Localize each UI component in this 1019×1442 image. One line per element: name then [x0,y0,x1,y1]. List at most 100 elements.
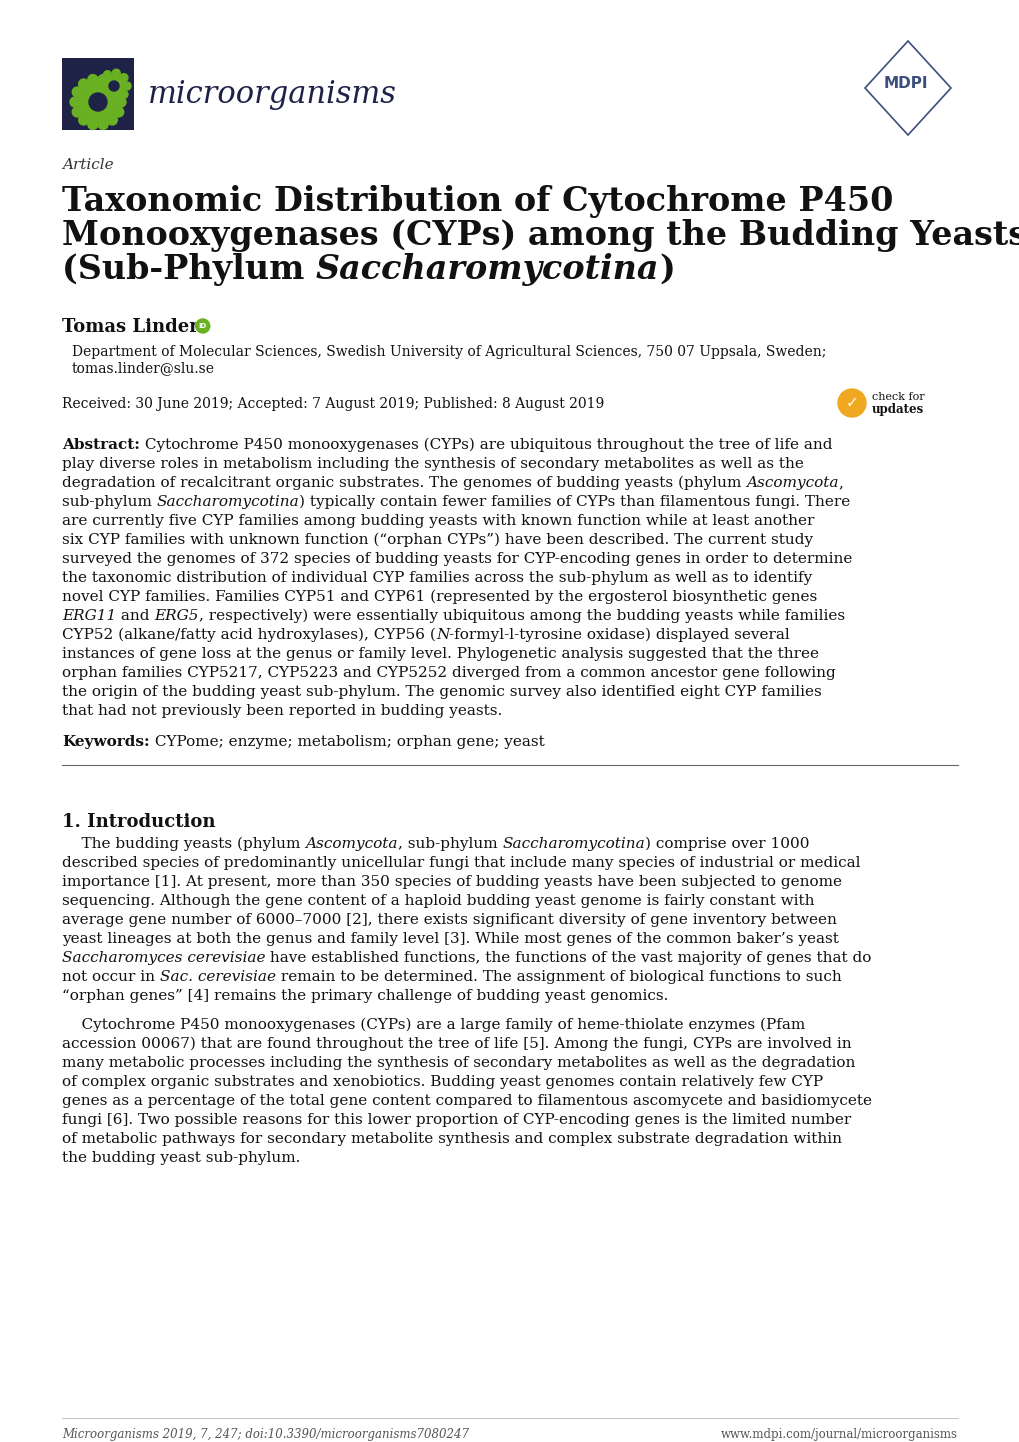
Circle shape [98,87,106,94]
Text: Keywords:: Keywords: [62,735,150,748]
Text: www.mdpi.com/journal/microorganisms: www.mdpi.com/journal/microorganisms [720,1428,957,1441]
Text: have established functions, the functions of the vast majority of genes that do: have established functions, the function… [265,952,871,965]
Text: ): ) [659,252,675,286]
Circle shape [107,115,117,125]
Text: play diverse roles in metabolism including the synthesis of secondary metabolite: play diverse roles in metabolism includi… [62,457,803,472]
Text: novel CYP families. Families CYP51 and CYP61 (represented by the ergosterol bios: novel CYP families. Families CYP51 and C… [62,590,816,604]
Text: Saccharomycotina: Saccharomycotina [157,495,300,509]
Text: ) comprise over 1000: ) comprise over 1000 [644,836,809,851]
Circle shape [78,84,117,121]
Text: that had not previously been reported in budding yeasts.: that had not previously been reported in… [62,704,501,718]
Circle shape [116,97,126,107]
Text: Sac. cerevisiae: Sac. cerevisiae [160,970,275,983]
Text: instances of gene loss at the genus or family level. Phylogenetic analysis sugge: instances of gene loss at the genus or f… [62,647,818,660]
Text: Cytochrome P450 monooxygenases (CYPs) are ubiquitous throughout the tree of life: Cytochrome P450 monooxygenases (CYPs) ar… [140,438,832,453]
Circle shape [113,107,123,117]
Text: surveyed the genomes of 372 species of budding yeasts for CYP-encoding genes in : surveyed the genomes of 372 species of b… [62,552,852,567]
Circle shape [72,107,83,117]
Circle shape [103,71,111,79]
Text: microorganisms: microorganisms [148,78,396,110]
Text: Tomas Linder: Tomas Linder [62,319,199,336]
Text: Saccharomycotina: Saccharomycotina [501,836,644,851]
Text: described species of predominantly unicellular fungi that include many species o: described species of predominantly unice… [62,857,860,870]
Text: ✓: ✓ [845,395,858,411]
Text: Abstract:: Abstract: [62,438,140,451]
Circle shape [107,79,117,89]
Text: Saccharomycotina: Saccharomycotina [316,252,659,286]
Circle shape [98,78,106,85]
Text: genes as a percentage of the total gene content compared to filamentous ascomyce: genes as a percentage of the total gene … [62,1094,871,1107]
Text: sequencing. Although the gene content of a haploid budding yeast genome is fairl: sequencing. Although the gene content of… [62,894,814,908]
Text: the budding yeast sub-phylum.: the budding yeast sub-phylum. [62,1151,300,1165]
Text: Tomas Linder: Tomas Linder [62,319,199,336]
Circle shape [78,115,89,125]
Circle shape [89,92,107,111]
Circle shape [838,389,865,417]
Text: “orphan genes” [4] remains the primary challenge of budding yeast genomics.: “orphan genes” [4] remains the primary c… [62,989,667,1004]
Text: -formyl-l-tyrosine oxidase) displayed several: -formyl-l-tyrosine oxidase) displayed se… [448,629,790,642]
Circle shape [196,319,210,333]
Text: Received: 30 June 2019; Accepted: 7 August 2019; Published: 8 August 2019: Received: 30 June 2019; Accepted: 7 Augu… [62,397,603,411]
Text: remain to be determined. The assignment of biological functions to such: remain to be determined. The assignment … [275,970,841,983]
Circle shape [78,79,89,89]
Text: iD: iD [199,323,207,329]
Text: CYP52 (alkane/fatty acid hydroxylases), CYP56 (: CYP52 (alkane/fatty acid hydroxylases), … [62,629,435,642]
Text: are currently five CYP families among budding yeasts with known function while a: are currently five CYP families among bu… [62,513,813,528]
Text: tomas.linder@slu.se: tomas.linder@slu.se [72,360,215,375]
Text: MDPI: MDPI [882,76,927,91]
Text: , respectively) were essentially ubiquitous among the budding yeasts while famil: , respectively) were essentially ubiquit… [199,609,845,623]
Text: the taxonomic distribution of individual CYP families across the sub-phylum as w: the taxonomic distribution of individual… [62,571,811,585]
Circle shape [112,69,120,78]
Circle shape [123,82,130,89]
Text: , sub-phylum: , sub-phylum [397,836,501,851]
Text: degradation of recalcitrant organic substrates. The genomes of budding yeasts (p: degradation of recalcitrant organic subs… [62,476,746,490]
Text: importance [1]. At present, more than 350 species of budding yeasts have been su: importance [1]. At present, more than 35… [62,875,841,890]
Circle shape [120,74,127,82]
Text: ERG11: ERG11 [62,609,116,623]
Circle shape [109,81,119,91]
Text: The budding yeasts (phylum: The budding yeasts (phylum [62,836,305,851]
Circle shape [112,95,120,102]
Text: sub-phylum: sub-phylum [62,495,157,509]
Text: Microorganisms 2019, 7, 247; doi:10.3390/microorganisms7080247: Microorganisms 2019, 7, 247; doi:10.3390… [62,1428,469,1441]
Circle shape [98,75,108,85]
Text: of metabolic pathways for secondary metabolite synthesis and complex substrate d: of metabolic pathways for secondary meta… [62,1132,841,1146]
Text: fungi [6]. Two possible reasons for this lower proportion of CYP-encoding genes : fungi [6]. Two possible reasons for this… [62,1113,851,1128]
Circle shape [120,91,127,98]
Text: and: and [116,609,155,623]
Text: 1. Introduction: 1. Introduction [62,813,215,831]
Text: orphan families CYP5217, CYP5223 and CYP5252 diverged from a common ancestor gen: orphan families CYP5217, CYP5223 and CYP… [62,666,835,681]
Text: many metabolic processes including the synthesis of secondary metabolites as wel: many metabolic processes including the s… [62,1056,855,1070]
Circle shape [104,76,124,97]
Text: accession 00067) that are found throughout the tree of life [5]. Among the fungi: accession 00067) that are found througho… [62,1037,851,1051]
Text: (Sub-Phylum: (Sub-Phylum [62,252,316,286]
Text: ) typically contain fewer families of CYPs than filamentous fungi. There: ) typically contain fewer families of CY… [300,495,850,509]
Text: ERG5: ERG5 [155,609,199,623]
Circle shape [88,75,98,85]
Text: Ascomycota: Ascomycota [305,836,397,851]
Text: check for: check for [871,392,923,402]
Text: yeast lineages at both the genus and family level [3]. While most genes of the c: yeast lineages at both the genus and fam… [62,932,838,946]
Text: Monooxygenases (CYPs) among the Budding Yeasts: Monooxygenases (CYPs) among the Budding … [62,219,1019,252]
Text: N: N [435,629,448,642]
Text: average gene number of 6000–7000 [2], there exists significant diversity of gene: average gene number of 6000–7000 [2], th… [62,913,836,927]
Text: Ascomycota: Ascomycota [746,476,838,490]
Circle shape [103,94,111,101]
Text: not occur in: not occur in [62,970,160,983]
Text: CYPome; enzyme; metabolism; orphan gene; yeast: CYPome; enzyme; metabolism; orphan gene;… [150,735,544,748]
Text: Department of Molecular Sciences, Swedish University of Agricultural Sciences, 7: Department of Molecular Sciences, Swedis… [72,345,825,359]
Text: of complex organic substrates and xenobiotics. Budding yeast genomes contain rel: of complex organic substrates and xenobi… [62,1074,822,1089]
Text: the origin of the budding yeast sub-phylum. The genomic survey also identified e: the origin of the budding yeast sub-phyl… [62,685,821,699]
Circle shape [113,87,123,97]
Text: Article: Article [62,159,113,172]
FancyBboxPatch shape [62,58,133,130]
Circle shape [70,97,79,107]
Text: Taxonomic Distribution of Cytochrome P450: Taxonomic Distribution of Cytochrome P45… [62,185,893,218]
Text: six CYP families with unknown function (“orphan CYPs”) have been described. The : six CYP families with unknown function (… [62,534,812,548]
Text: ,: , [838,476,843,490]
Text: Saccharomyces cerevisiae: Saccharomyces cerevisiae [62,952,265,965]
Circle shape [72,87,83,97]
Text: updates: updates [871,404,923,417]
Text: Cytochrome P450 monooxygenases (CYPs) are a large family of heme-thiolate enzyme: Cytochrome P450 monooxygenases (CYPs) ar… [62,1018,804,1032]
Circle shape [88,120,98,130]
